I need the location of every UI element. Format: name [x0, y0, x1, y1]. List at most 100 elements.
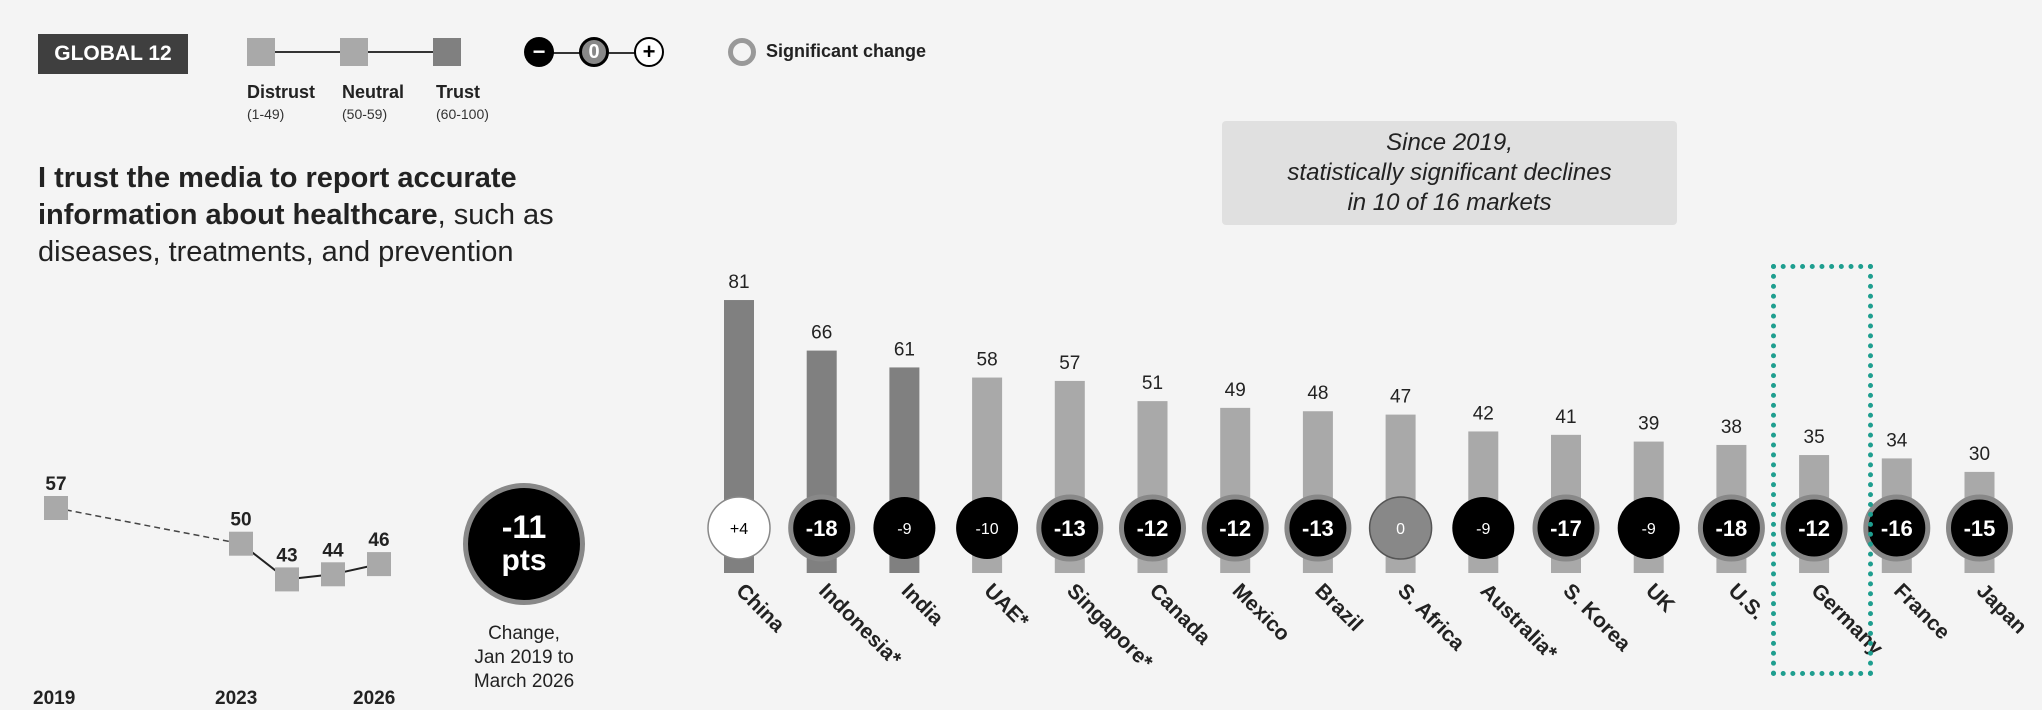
callout-line-1: Since 2019,: [1386, 129, 1513, 156]
bar-value-label: 51: [1142, 373, 1163, 394]
trend-year-2026: 2026: [353, 688, 396, 709]
trend-point-label: 43: [276, 545, 297, 566]
country-label: Brazil: [1310, 579, 1367, 636]
overall-change-caption: Change, Jan 2019 to March 2026: [445, 622, 603, 694]
legend-distrust-label: Distrust: [247, 82, 316, 102]
legend-distrust-range: (1-49): [247, 106, 285, 122]
change-circle: [1368, 496, 1433, 560]
country-label: UAE*: [980, 579, 1034, 633]
trend-dashed-line: [55, 507, 242, 545]
trend-year-2019: 2019: [33, 688, 76, 709]
bar-value-label: 35: [1804, 427, 1825, 448]
trend-point-label: 44: [322, 540, 344, 561]
bar-value-label: 47: [1390, 387, 1411, 408]
bar-value-label: 41: [1555, 407, 1576, 428]
trend-point-label: 57: [45, 474, 66, 495]
bar-value-label: 34: [1886, 430, 1908, 451]
callout-box: Since 2019, statistically significant de…: [1222, 121, 1677, 225]
change-label: -12: [1219, 516, 1251, 541]
bar-value-label: 58: [977, 350, 998, 371]
change-label: +4: [730, 521, 748, 538]
country-label: France: [1889, 579, 1954, 644]
legend-neutral-range: (50-59): [342, 106, 388, 122]
trend-year-2023: 2023: [215, 688, 258, 709]
change-label: -9: [1476, 521, 1490, 538]
change-label: -9: [897, 521, 911, 538]
country-label: Singapore*: [1062, 579, 1157, 674]
bar-value-label: 39: [1638, 414, 1659, 435]
bar-value-label: 81: [728, 272, 749, 293]
change-label: -18: [1716, 516, 1748, 541]
change-label: -12: [1798, 516, 1830, 541]
change-circle: [1201, 494, 1269, 562]
overall-change-unit: pts: [501, 544, 547, 577]
legend-zero-icon: 0: [579, 37, 609, 67]
bar-value-label: 61: [894, 339, 915, 360]
change-label: -16: [1881, 516, 1913, 541]
legend-significant-label: Significant change: [766, 41, 927, 61]
change-label: -15: [1964, 516, 1996, 541]
overall-change-value: -11: [501, 509, 547, 545]
survey-statement-bold: I trust the media to report accurate inf…: [38, 162, 517, 231]
change-circle: [873, 497, 936, 559]
survey-statement: I trust the media to report accurate inf…: [38, 160, 598, 271]
survey-statement-rest: , such as diseases, treatments, and prev…: [38, 199, 554, 268]
legend-trust-range: (60-100): [436, 106, 489, 122]
change-label: -10: [976, 521, 999, 538]
trend-point: [367, 552, 391, 577]
change-circle: [1036, 494, 1104, 562]
bar-value-label: 57: [1059, 353, 1080, 374]
overall-change-caption-2: Jan 2019 to: [474, 647, 574, 668]
trend-chart: 57 50 43 44 46: [44, 474, 391, 592]
legend-negative-icon: −: [524, 37, 554, 67]
bar-value-label: 38: [1721, 417, 1742, 438]
change-circle: [956, 497, 1019, 559]
change-circle: [707, 496, 771, 560]
bar-value-label: 66: [811, 323, 832, 344]
country-label: Canada: [1145, 579, 1215, 649]
change-label: -12: [1137, 516, 1169, 541]
change-circle: [1532, 494, 1600, 562]
country-label: Mexico: [1228, 579, 1295, 646]
trend-point-label: 46: [368, 530, 389, 551]
country-label: India: [897, 579, 948, 630]
change-circle: [1617, 497, 1680, 559]
region-badge: GLOBAL 12: [38, 34, 188, 74]
bar-value-label: 42: [1473, 403, 1494, 424]
callout-line-3: in 10 of 16 markets: [1347, 189, 1552, 216]
trend-point: [321, 562, 345, 587]
legend-neutral-swatch: [340, 38, 368, 66]
legend-positive-icon: +: [634, 37, 664, 67]
country-label: Australia*: [1476, 579, 1562, 665]
change-circle: [1780, 494, 1848, 562]
country-label: Japan: [1972, 579, 2031, 638]
callout-line-2: statistically significant declines: [1287, 159, 1612, 186]
change-label: -17: [1550, 516, 1582, 541]
country-label: UK: [1641, 579, 1679, 617]
bar-value-label: 48: [1307, 383, 1328, 404]
change-label: -13: [1302, 516, 1334, 541]
overall-change-caption-3: March 2026: [473, 671, 575, 692]
change-circle: [1697, 494, 1765, 562]
legend-distrust-swatch: [247, 38, 275, 66]
trend-point: [44, 496, 68, 520]
change-circle: [1284, 494, 1352, 562]
change-label: -18: [806, 516, 838, 541]
country-label: S. Africa: [1393, 579, 1469, 655]
trend-point: [275, 567, 299, 592]
legend-trust-swatch: [433, 38, 461, 66]
overall-change-caption-1: Change,: [488, 623, 560, 644]
change-circle: [1452, 497, 1515, 559]
country-label: Indonesia*: [814, 579, 906, 671]
country-label: U.S.: [1724, 579, 1769, 624]
trend-point: [229, 531, 253, 556]
change-circle: [1863, 494, 1931, 562]
overall-change-badge: -11 pts: [463, 483, 585, 605]
change-circle: [1119, 494, 1186, 562]
germany-highlight-box: [1771, 264, 1873, 676]
legend-significant-ring-icon: [728, 38, 756, 66]
change-circle: [1946, 494, 2013, 562]
legend-trust-label: Trust: [436, 82, 481, 102]
